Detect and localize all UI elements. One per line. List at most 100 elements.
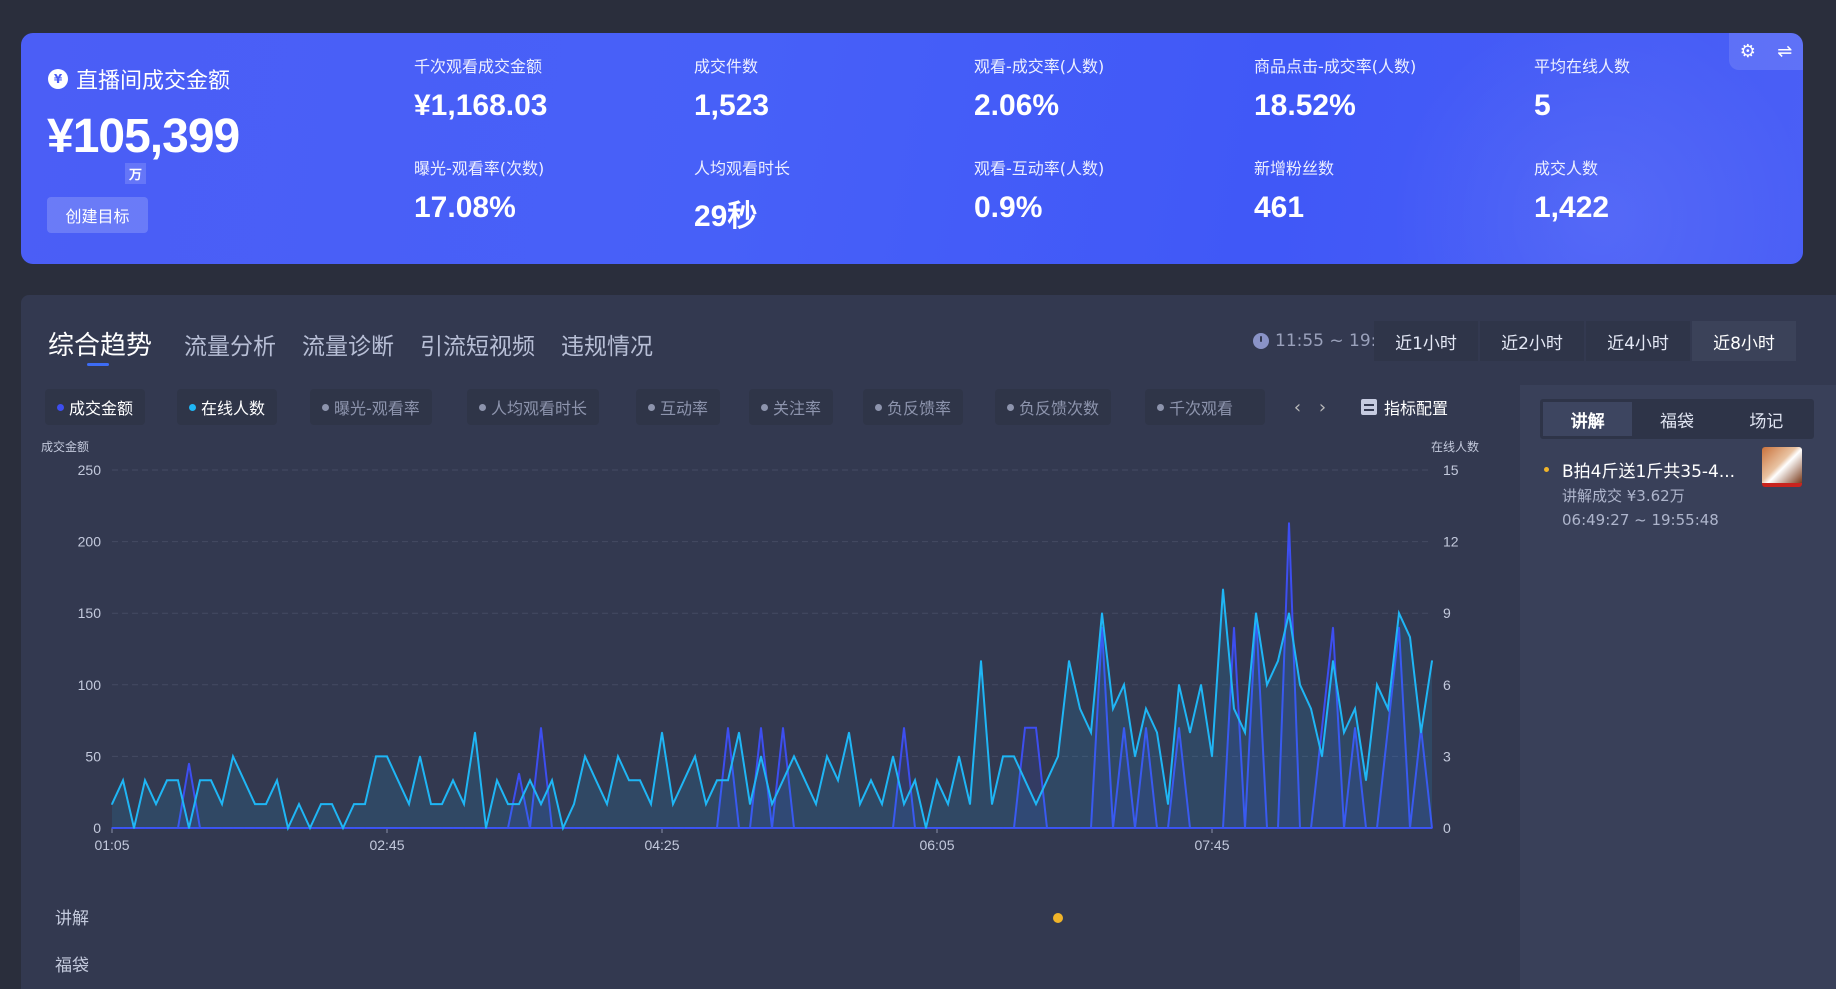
right-tick-label: 0 (1443, 820, 1451, 836)
data-point (991, 827, 993, 829)
data-point (1046, 827, 1048, 829)
right-axis-title: 在线人数 (1431, 439, 1479, 454)
explain-marker[interactable] (1053, 913, 1063, 923)
data-point (177, 779, 179, 782)
data-point (276, 827, 278, 829)
metric-chip[interactable]: 人均观看时长 (467, 389, 600, 425)
data-point (1035, 726, 1037, 729)
data-point (683, 827, 685, 829)
metric-chip-label: 曝光-观看率 (334, 399, 420, 418)
tab-2[interactable]: 流量分析 (184, 334, 276, 360)
range-button[interactable]: 近2小时 (1480, 321, 1584, 361)
metric-chip[interactable]: 曝光-观看率 (310, 389, 432, 425)
tab-1[interactable]: 综合趋势 (48, 331, 153, 361)
data-point (573, 803, 575, 805)
side-tab[interactable]: 讲解 (1543, 402, 1633, 436)
left-tick-label: 50 (85, 748, 101, 764)
data-point (452, 827, 454, 829)
data-point (892, 755, 894, 758)
data-point (694, 827, 696, 829)
product-thumbnail[interactable] (1762, 447, 1802, 487)
data-point (1035, 803, 1037, 805)
data-point (815, 803, 817, 805)
data-point (573, 827, 575, 829)
metric-chip[interactable]: 负反馈次数 (995, 389, 1112, 425)
side-tab[interactable]: 场记 (1749, 411, 1784, 432)
metric-value: 2.06% (974, 89, 1060, 122)
data-point (518, 803, 520, 805)
data-point (1321, 755, 1323, 758)
metric-label: 人均观看时长 (694, 159, 791, 178)
metric-config-button[interactable]: 指标配置 (1361, 389, 1448, 425)
data-point (683, 779, 685, 782)
data-point (848, 731, 850, 734)
side-tab[interactable]: 福袋 (1659, 411, 1694, 432)
data-point (595, 779, 597, 782)
left-tick-label: 100 (78, 677, 102, 693)
data-point (1277, 660, 1279, 662)
data-point (837, 827, 839, 829)
trend-chart: 成交金额 在线人数 0 50 100 150 200 250 0 3 6 9 12 15 01:05 02:4… (41, 439, 1479, 975)
data-point (716, 827, 718, 829)
data-point (1365, 827, 1367, 829)
data-point (1057, 755, 1059, 758)
data-point (848, 827, 850, 829)
metric-chip[interactable]: 成交金额 (45, 389, 146, 425)
data-point (705, 827, 707, 829)
data-point (969, 803, 971, 805)
metric-chip[interactable]: 负反馈率 (863, 389, 964, 425)
data-point (1211, 755, 1213, 758)
explain-item-time: 06:49:27 ~ 19:55:48 (1562, 511, 1719, 529)
create-goal-button[interactable]: 创建目标 (47, 197, 148, 233)
legend-dot-icon (1157, 403, 1164, 411)
data-point (232, 755, 234, 758)
metric-chip[interactable]: 在线人数 (177, 389, 278, 425)
data-point (1321, 726, 1323, 729)
metric-chip[interactable]: 关注率 (749, 389, 834, 425)
hero-value: ¥105,399 (47, 110, 240, 163)
chevron-right-icon[interactable]: › (1318, 396, 1327, 418)
data-point (1112, 707, 1114, 710)
tab-3[interactable]: 流量诊断 (302, 334, 394, 360)
data-point (903, 726, 905, 729)
range-button[interactable]: 近1小时 (1374, 321, 1478, 361)
data-point (1112, 827, 1114, 829)
metric-card: 成交件数 1,523 (694, 53, 769, 123)
tab-5[interactable]: 违规情况 (561, 334, 653, 360)
tab-4[interactable]: 引流短视频 (420, 334, 535, 360)
data-point (188, 762, 190, 765)
data-point (1266, 827, 1268, 829)
swap-icon[interactable]: ⇌ (1777, 41, 1793, 62)
data-point (507, 803, 509, 805)
data-point (188, 827, 190, 829)
data-point (1134, 755, 1136, 758)
banner-tools: ⚙ ⇌ (1729, 33, 1803, 70)
data-point (232, 827, 234, 829)
range-button[interactable]: 近8小时 (1692, 321, 1796, 361)
legend-dot-icon (875, 403, 882, 411)
chevron-left-icon[interactable]: ‹ (1293, 396, 1302, 418)
data-point (1156, 731, 1158, 734)
data-point (1002, 755, 1004, 758)
metric-value: 0.9% (974, 191, 1043, 224)
hero-title-text: 直播间成交金额 (76, 69, 231, 94)
explain-item-title[interactable]: B拍4斤送1斤共35-4... (1562, 462, 1736, 482)
data-point (1277, 827, 1279, 829)
metric-chip-label: 关注率 (773, 399, 822, 418)
data-point (221, 803, 223, 805)
timeline-row-label: 讲解 (55, 909, 89, 928)
gear-icon[interactable]: ⚙ (1739, 41, 1756, 62)
data-point (1145, 726, 1147, 729)
right-tick-label: 3 (1443, 748, 1451, 764)
data-point (705, 803, 707, 805)
active-tab-indicator (87, 363, 109, 366)
data-point (1310, 827, 1312, 829)
metric-chip[interactable]: 互动率 (636, 389, 721, 425)
data-point (837, 779, 839, 782)
range-button[interactable]: 近4小时 (1586, 321, 1690, 361)
data-point (1211, 827, 1213, 829)
data-point (1068, 660, 1070, 662)
data-point (1123, 684, 1125, 686)
metric-chip[interactable]: 千次观看 (1145, 389, 1265, 425)
data-point (1409, 636, 1411, 638)
